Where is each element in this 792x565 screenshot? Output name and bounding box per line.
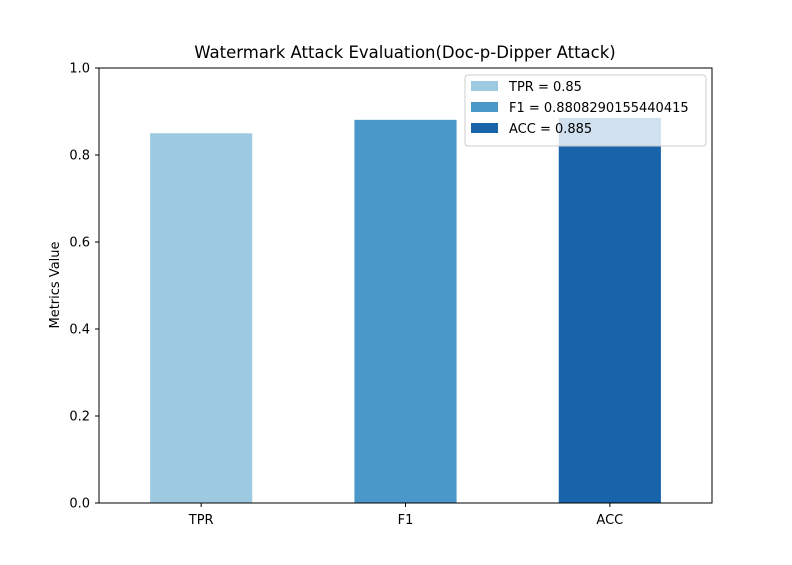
- legend-swatch: [471, 81, 498, 91]
- legend: TPR = 0.85 F1 = 0.8808290155440415 ACC = 0…: [464, 74, 707, 147]
- axes-group: TPR F1 ACC 0.0 0.2 0.4 0.6 0.8 1.0: [69, 62, 713, 528]
- legend-swatch: [471, 123, 498, 133]
- x-tick-label: TPR: [188, 513, 214, 528]
- y-tick-label: 0.4: [69, 323, 90, 338]
- bar-tpr: [150, 133, 253, 503]
- legend-label: TPR = 0.85: [508, 80, 582, 95]
- y-tick-label: 1.0: [69, 62, 90, 77]
- y-tick-label: 0.6: [69, 236, 90, 251]
- bar-f1: [354, 119, 457, 503]
- x-tick-label: F1: [398, 513, 414, 528]
- legend-swatch: [471, 102, 498, 112]
- legend-label: ACC = 0.885: [509, 122, 592, 137]
- legend-label: F1 = 0.8808290155440415: [509, 101, 689, 116]
- y-tick-label: 0.2: [69, 410, 90, 425]
- plot-frame: [98, 67, 713, 504]
- x-tick-label: ACC: [596, 513, 623, 528]
- y-tick-label: 0.0: [69, 497, 90, 512]
- bars-group: [150, 118, 661, 504]
- y-axis-label: Metrics Value: [48, 241, 63, 328]
- chart-title: Watermark Attack Evaluation(Doc-p-Dipper…: [194, 43, 615, 62]
- legend-box: [464, 74, 707, 147]
- y-tick-label: 0.8: [69, 149, 90, 164]
- bar-acc: [558, 118, 661, 504]
